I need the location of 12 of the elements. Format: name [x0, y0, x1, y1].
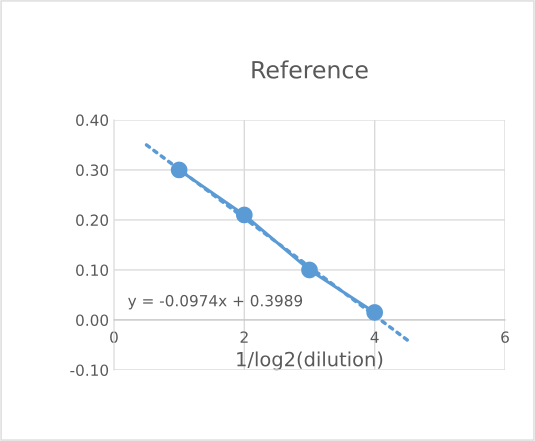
y-tick-label: 0.30	[76, 164, 108, 176]
annotation: y = -0.0974x + 0.3989	[128, 294, 302, 310]
x-tick-label: 2	[240, 331, 248, 343]
y-tick-label: 0.10	[76, 264, 108, 276]
x-tick-label: 6	[501, 331, 509, 343]
y-tick-label: 0.40	[76, 114, 108, 126]
y-tick-label: 0.00	[76, 314, 108, 326]
x-axis-title: 1/log2(dilution)	[237, 351, 382, 370]
x-tick-label: 4	[370, 332, 379, 343]
y-tick-label: -0.10	[70, 364, 108, 376]
chart-title: Reference	[252, 60, 368, 79]
y-tick-label: 0.20	[76, 214, 108, 226]
